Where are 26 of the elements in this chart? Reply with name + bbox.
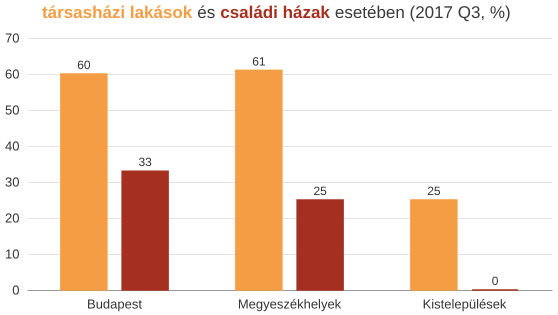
bar: [410, 199, 458, 291]
y-tick-label: 20: [5, 210, 20, 226]
data-label: 61: [252, 54, 266, 68]
bar: [235, 70, 283, 291]
text: és: [197, 2, 216, 24]
y-tick-label: 10: [5, 246, 20, 262]
y-tick-label: 30: [5, 174, 20, 190]
text: családi házak: [220, 2, 330, 24]
x-tick-label: Kistelepülések: [422, 296, 507, 312]
chart-title: esetében (2017 Q3, %): [334, 2, 511, 24]
y-tick-label: 70: [5, 30, 20, 46]
data-label: 33: [138, 155, 152, 170]
data-label: 60: [77, 58, 91, 72]
y-tick-label: 60: [5, 66, 20, 82]
x-tick-label: Budapest: [87, 296, 142, 312]
y-tick-label: 50: [5, 102, 20, 118]
bar: [60, 73, 108, 291]
bar: [121, 170, 169, 291]
x-tick-label: Megyeszékhelyek: [238, 296, 342, 312]
data-label: 25: [427, 184, 441, 198]
data-label: 25: [313, 184, 328, 198]
y-tick-label: 40: [5, 138, 20, 154]
y-tick-label: 0: [12, 282, 20, 298]
data-label: 0: [492, 274, 499, 288]
bar: [296, 199, 344, 291]
text: társasházi lakások: [42, 2, 192, 24]
